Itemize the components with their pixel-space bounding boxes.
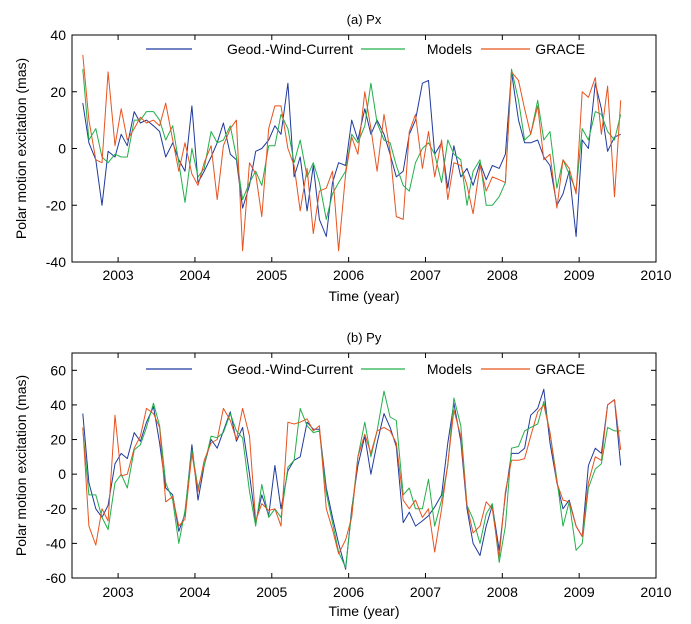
- legend-label-models: Models: [427, 41, 472, 57]
- panel-py: (b) Py 2003 2004 2005 2006 2007 2008 2009 2010 -6…: [13, 330, 672, 619]
- y-tick-label: 0: [58, 466, 66, 482]
- x-tick-label: 2006: [333, 267, 364, 283]
- x-tick-label: 2007: [410, 584, 441, 600]
- x-tick-label: 2003: [103, 584, 134, 600]
- series-line-geod-wind-current: [82, 71, 621, 237]
- x-tick-label: 2010: [640, 267, 671, 283]
- y-axis-label: Polar motion excitation (mas): [13, 375, 29, 556]
- chart-title: (a) Px: [347, 12, 382, 27]
- panel-px: (a) Px 2003 2004 2005 2006 2007 2008 2009 2010 -4…: [13, 12, 672, 304]
- y-tick-label: 60: [50, 362, 66, 378]
- legend-label-grace: GRACE: [535, 361, 585, 377]
- y-tick-label: 20: [50, 84, 66, 100]
- y-tick-label: -20: [46, 501, 66, 517]
- legend-label-grace: GRACE: [535, 41, 585, 57]
- x-tick-label: 2008: [487, 267, 518, 283]
- legend-label-models: Models: [427, 361, 472, 377]
- x-tick-label: 2004: [179, 267, 210, 283]
- x-tick-label: 2010: [640, 584, 671, 600]
- plot-area-frame: [71, 34, 657, 263]
- series-line-grace: [82, 399, 622, 558]
- legend-label-geod-wind-current: Geod.-Wind-Current: [227, 361, 353, 377]
- x-tick-label: 2007: [410, 267, 441, 283]
- x-axis-label: Time (year): [328, 603, 399, 619]
- x-tick-label: 2005: [256, 584, 287, 600]
- legend-label-geod-wind-current: Geod.-Wind-Current: [227, 41, 353, 57]
- y-tick-label: -40: [46, 254, 66, 270]
- x-tick-label: 2009: [564, 584, 595, 600]
- y-tick-label: 40: [50, 397, 66, 413]
- x-tick-label: 2006: [333, 584, 364, 600]
- y-tick-label: -60: [46, 570, 66, 586]
- y-tick-label: -20: [46, 197, 66, 213]
- y-tick-label: 40: [50, 27, 66, 43]
- x-tick-label: 2005: [256, 267, 287, 283]
- series-line-models: [82, 390, 621, 569]
- y-tick-label: 0: [58, 141, 66, 157]
- y-tick-label: 20: [50, 432, 66, 448]
- y-tick-label: -40: [46, 535, 66, 551]
- x-axis-label: Time (year): [328, 288, 399, 304]
- x-tick-label: 2008: [487, 584, 518, 600]
- y-axis-label: Polar motion excitation (mas): [13, 58, 29, 239]
- series-line-grace: [82, 54, 622, 252]
- x-tick-label: 2009: [564, 267, 595, 283]
- x-tick-label: 2003: [103, 267, 134, 283]
- plot-area-frame: [71, 352, 657, 579]
- chart-title: (b) Py: [347, 330, 382, 345]
- x-tick-label: 2004: [179, 584, 210, 600]
